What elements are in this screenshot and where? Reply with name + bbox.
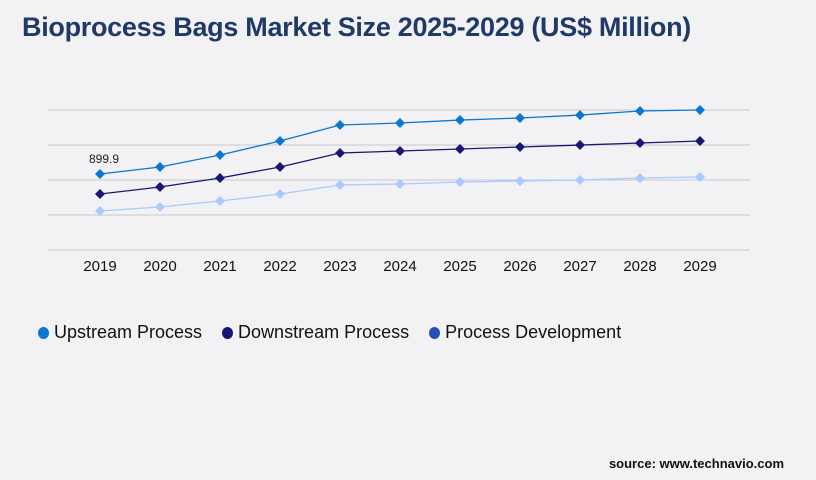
x-tick-label: 2026	[503, 258, 536, 275]
x-tick-label: 2028	[623, 258, 656, 275]
data-point	[455, 177, 465, 188]
data-point	[275, 189, 285, 200]
legend-marker-icon	[38, 326, 49, 339]
data-point	[695, 135, 705, 146]
x-tick-label: 2022	[263, 258, 296, 275]
data-point	[695, 105, 705, 115]
x-tick-label: 2023	[323, 258, 356, 275]
legend-marker-icon	[429, 326, 441, 339]
data-point	[215, 196, 225, 207]
legend-label: Downstream Process	[238, 322, 410, 342]
x-tick-label: 2021	[203, 258, 236, 275]
data-label: 899.9	[89, 152, 119, 166]
data-point	[155, 182, 165, 193]
data-point	[395, 146, 405, 157]
data-point	[335, 179, 345, 190]
data-point	[695, 172, 705, 183]
data-point	[275, 135, 285, 146]
legend-marker-icon	[222, 326, 234, 339]
data-point	[95, 169, 105, 180]
data-point	[395, 178, 405, 189]
legend-item: Downstream Process	[222, 322, 409, 343]
data-point	[155, 202, 165, 213]
source-note: source: www.technavio.com	[608, 456, 784, 471]
data-point	[95, 189, 105, 200]
data-point	[635, 138, 645, 149]
legend: Upstream Process Downstream Process Proces…	[38, 322, 621, 343]
x-tick-label: 2024	[383, 258, 416, 275]
data-point	[575, 140, 585, 151]
data-point	[515, 141, 525, 152]
chart-title: Bioprocess Bags Market Size 2025-2029 (U…	[22, 12, 691, 42]
data-point	[215, 172, 225, 183]
data-point	[275, 161, 285, 172]
x-tick-label: 2029	[683, 258, 716, 275]
data-point	[635, 106, 645, 117]
legend-item: Upstream Process	[38, 322, 202, 343]
data-point	[335, 120, 345, 131]
x-tick-label: 2019	[83, 258, 116, 275]
data-point	[215, 150, 225, 161]
x-tick-label: 2027	[563, 258, 596, 275]
data-point	[515, 113, 525, 124]
data-point	[455, 115, 465, 126]
data-point	[95, 205, 105, 216]
x-tick-label: 2025	[443, 258, 476, 275]
x-tick-label: 2020	[143, 258, 176, 275]
data-point	[155, 161, 165, 172]
data-point	[575, 110, 585, 121]
line-chart: 2019 2020 2021 2022 2023 2024 2025 2026 2027 2028…	[48, 105, 750, 275]
legend-item: Process Development	[429, 322, 621, 343]
data-point	[575, 175, 585, 185]
data-point	[635, 172, 645, 183]
data-point	[395, 118, 405, 129]
data-point	[335, 147, 345, 158]
legend-label: Process Development	[445, 322, 622, 342]
legend-label: Upstream Process	[54, 322, 203, 342]
data-point	[455, 144, 465, 155]
data-point	[515, 176, 525, 187]
